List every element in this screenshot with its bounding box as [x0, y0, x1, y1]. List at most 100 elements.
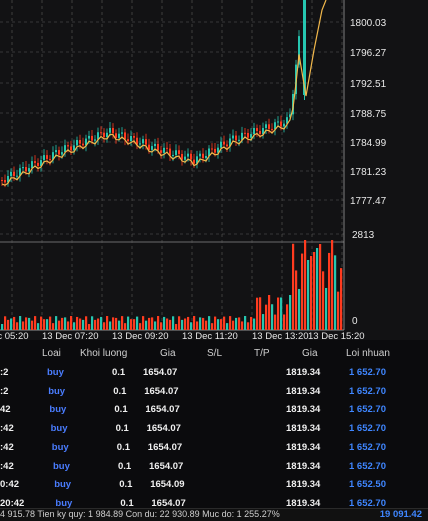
candle-body: [97, 132, 99, 140]
candle-body: [214, 148, 216, 153]
time-axis-label: 13 Dec 07:20: [42, 331, 99, 340]
price-axis-label: 1792.51: [350, 79, 387, 90]
candle-body: [271, 128, 273, 130]
volume-bar: [34, 316, 37, 330]
header-current-price: Gia: [302, 348, 318, 359]
volume-bar: [52, 323, 55, 330]
candle-body: [103, 132, 105, 137]
candle-body: [85, 138, 87, 146]
volume-axis-label: 2813: [352, 230, 375, 241]
volume-bar: [115, 317, 118, 330]
order-row[interactable]: :42 buy 0.1 1654.07 1819.34 1 652.70: [0, 442, 428, 461]
candle-body: [43, 155, 45, 161]
volume-bar: [10, 318, 13, 330]
candle-body: [1, 180, 3, 181]
volume-bar: [178, 316, 181, 330]
volume-bar: [85, 316, 88, 330]
volume-bar: [244, 316, 247, 330]
candle-body: [109, 128, 111, 133]
order-time: :42: [0, 423, 14, 435]
volume-bar: [61, 317, 64, 330]
price-axis-label: 1800.03: [350, 18, 387, 29]
candle-body: [226, 144, 228, 147]
volume-bar: [184, 318, 187, 330]
order-volume: 0.1: [113, 385, 127, 397]
order-row[interactable]: :42 buy 0.1 1654.07 1819.34 1 652.70: [0, 423, 428, 442]
order-row[interactable]: :2 buy 0.1 1654.07 1819.34 1 652.70: [0, 386, 428, 405]
candle-body: [112, 128, 114, 134]
order-profit: 1 652.70: [349, 460, 386, 472]
order-current-price: 1819.34: [286, 404, 321, 416]
candle-body: [7, 175, 9, 183]
volume-bar: [70, 316, 73, 330]
time-axis-label: 13 Dec 15:20: [308, 331, 365, 340]
candle-body: [223, 141, 225, 145]
total-profit: 19 091.42: [379, 509, 422, 520]
order-profit: 1 652.70: [349, 367, 386, 378]
order-volume: 0.1: [112, 367, 126, 378]
volume-bar: [139, 323, 142, 330]
volume-bar: [247, 322, 250, 330]
candle-body: [298, 36, 300, 65]
volume-bar: [238, 317, 241, 330]
candle-body: [19, 168, 21, 176]
order-volume: 0.1: [120, 497, 134, 509]
volume-bar: [46, 319, 49, 330]
candlestick-chart-svg[interactable]: 1800.03 1796.27 1792.51 1788.75 1784.99 1781.…: [0, 0, 428, 340]
price-chart[interactable]: 1800.03 1796.27 1792.51 1788.75 1784.99 1781.…: [0, 0, 428, 340]
candle-body: [118, 133, 120, 138]
order-row[interactable]: 42 buy 0.1 1654.07 1819.34 1 652.70: [0, 404, 428, 423]
order-current-price: 1819.34: [286, 423, 321, 435]
volume-bar: [196, 321, 199, 330]
volume-bar: [232, 320, 235, 330]
volume-bar: [295, 270, 298, 330]
candle-body: [37, 162, 39, 166]
candle-body: [178, 150, 180, 154]
volume-bar: [157, 316, 160, 330]
order-row[interactable]: :42 buy 0.1 1654.07 1819.34 1 652.70: [0, 461, 428, 480]
volume-bar: [265, 304, 268, 330]
order-open-price: 1654.07: [145, 404, 180, 416]
order-volume: 0.1: [115, 423, 129, 435]
order-profit: 1 652.70: [349, 423, 386, 435]
volume-bar: [277, 297, 280, 330]
candle-body: [202, 153, 204, 159]
candle-body: [220, 141, 222, 148]
volume-bar: [64, 317, 67, 330]
volume-bar: [121, 316, 124, 330]
price-axis-label: 1788.75: [350, 109, 387, 120]
order-row[interactable]: 0:42 buy 0.1 1654.09 1819.34 1 652.50: [0, 479, 428, 498]
candle-body: [190, 153, 192, 160]
candle-body: [244, 132, 246, 134]
header-tp: T/P: [254, 348, 270, 359]
volume-bar: [106, 316, 109, 330]
volume-bar: [274, 314, 277, 330]
order-volume: 0.1: [119, 479, 133, 491]
candle-body: [82, 143, 84, 146]
order-row[interactable]: 20:42 buy 0.1 1654.07 1819.34 1 652.70: [0, 498, 428, 517]
order-time: :2: [0, 367, 9, 378]
volume-bar: [91, 316, 94, 330]
volume-bar: [241, 321, 244, 330]
candle-body: [151, 146, 153, 150]
volume-bar: [112, 317, 115, 330]
candle-body: [58, 150, 60, 155]
volume-bar: [283, 314, 286, 330]
volume-bar: [208, 316, 211, 330]
volume-bar: [73, 322, 76, 330]
candle-body: [148, 144, 150, 150]
candle-body: [136, 137, 138, 145]
candle-body: [16, 175, 18, 177]
volume-bar: [331, 240, 334, 330]
order-open-price: 1654.07: [149, 460, 184, 472]
volume-bar: [1, 324, 4, 330]
candle-body: [154, 143, 156, 147]
volume-bar: [133, 319, 136, 330]
volume-bar: [37, 323, 40, 330]
candle-body: [115, 133, 117, 138]
volume-bar: [151, 317, 154, 330]
order-current-price: 1819.34: [286, 497, 321, 509]
candle-body: [157, 143, 159, 151]
volume-bar: [19, 316, 22, 330]
order-row[interactable]: :2 buy 0.1 1654.07 1819.34 1 652.70: [0, 367, 428, 386]
